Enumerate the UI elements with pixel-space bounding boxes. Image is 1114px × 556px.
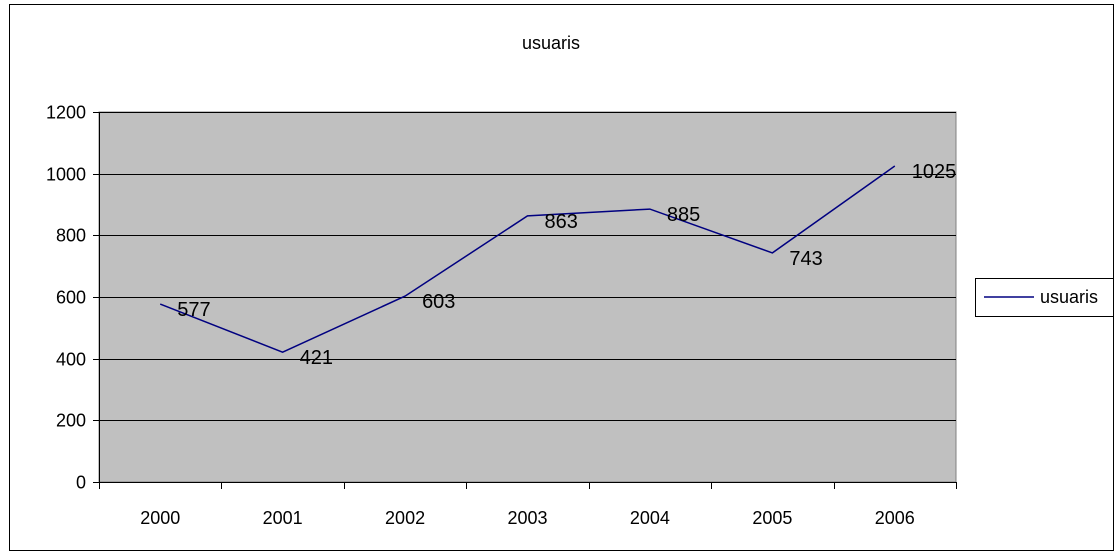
y-tick-label: 600 bbox=[56, 288, 86, 308]
data-label: 421 bbox=[300, 347, 333, 369]
data-label: 603 bbox=[422, 291, 455, 313]
legend-label-usuaris: usuaris bbox=[1040, 287, 1098, 307]
data-label: 743 bbox=[789, 248, 822, 270]
x-tick-label: 2003 bbox=[507, 508, 547, 528]
data-label: 863 bbox=[545, 211, 578, 233]
x-tick-label: 2006 bbox=[875, 508, 915, 528]
y-tick-label: 400 bbox=[56, 350, 86, 370]
x-tick-label: 2001 bbox=[263, 508, 303, 528]
y-tick-label: 200 bbox=[56, 411, 86, 431]
x-tick-label: 2005 bbox=[752, 508, 792, 528]
y-tick-label: 1200 bbox=[46, 103, 86, 123]
x-tick-label: 2000 bbox=[140, 508, 180, 528]
x-tick-label: 2002 bbox=[385, 508, 425, 528]
y-tick-label: 0 bbox=[76, 473, 86, 493]
legend: usuaris bbox=[976, 279, 1114, 317]
data-label: 577 bbox=[177, 299, 210, 321]
y-tick-label: 1000 bbox=[46, 165, 86, 185]
data-label: 885 bbox=[667, 204, 700, 226]
y-tick-label: 800 bbox=[56, 226, 86, 246]
x-tick-label: 2004 bbox=[630, 508, 670, 528]
data-label: 1025 bbox=[912, 161, 957, 183]
chart-title: usuaris bbox=[522, 33, 580, 53]
